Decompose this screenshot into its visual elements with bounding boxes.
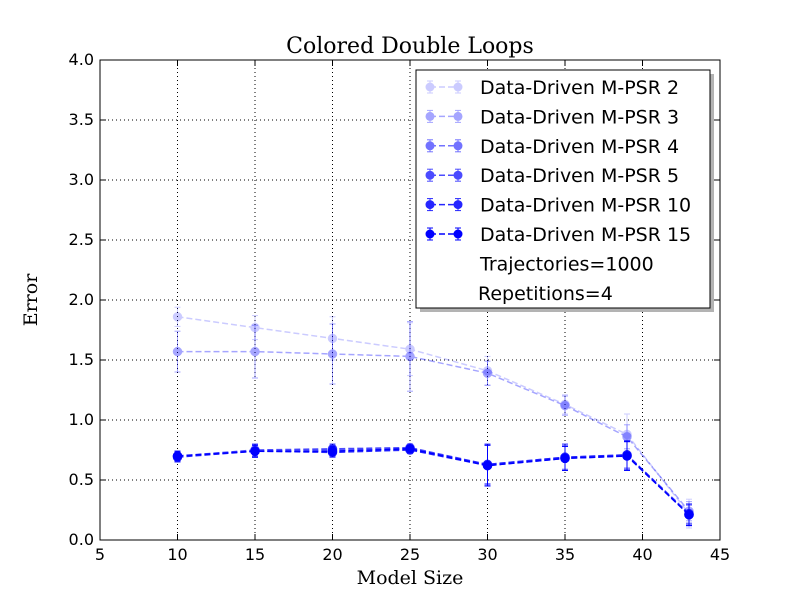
legend-marker xyxy=(425,168,463,182)
chart-title: Colored Double Loops xyxy=(286,34,534,59)
data-point xyxy=(684,510,694,520)
y-tick-label: 3.0 xyxy=(69,170,94,189)
data-point xyxy=(405,344,415,354)
data-point xyxy=(327,446,338,456)
x-tick-label: 45 xyxy=(710,545,730,564)
y-tick-label: 1.5 xyxy=(69,350,94,369)
series-line xyxy=(177,316,690,515)
legend-point xyxy=(453,82,463,92)
x-tick-label: 15 xyxy=(245,545,265,564)
series-1 xyxy=(172,306,694,529)
legend-point xyxy=(453,170,463,180)
legend-label: Data-Driven M-PSR 15 xyxy=(480,224,691,246)
series-line xyxy=(177,350,690,512)
x-tick-label: 10 xyxy=(167,545,187,564)
legend-point xyxy=(453,141,463,151)
data-point xyxy=(482,460,493,471)
data-point xyxy=(560,399,570,410)
data-point xyxy=(172,346,183,357)
data-point xyxy=(560,453,570,464)
legend-point xyxy=(425,229,435,239)
plot-area xyxy=(172,306,694,529)
legend-point xyxy=(453,111,463,121)
x-tick-label: 40 xyxy=(632,545,652,564)
legend-point xyxy=(425,200,435,210)
data-point xyxy=(482,368,493,378)
series-line xyxy=(177,446,690,515)
axis-ticks: 5 10 15 20 25 30 35 40 45 0.0 0.5 1.0 1.5 2.0 2.5 3.0 3.… xyxy=(69,50,731,564)
legend-label: Data-Driven M-PSR 5 xyxy=(480,165,679,187)
data-point xyxy=(622,451,632,461)
y-tick-label: 2.0 xyxy=(69,290,94,309)
x-tick-label: 35 xyxy=(555,545,575,564)
series-2 xyxy=(172,321,694,522)
data-point xyxy=(250,322,260,333)
series-line xyxy=(177,448,690,516)
legend-label: Data-Driven M-PSR 2 xyxy=(480,77,679,99)
legend-marker xyxy=(425,109,463,123)
y-tick-label: 2.5 xyxy=(69,230,94,249)
data-point xyxy=(405,444,415,454)
y-tick-label: 0.0 xyxy=(69,530,94,549)
data-point xyxy=(327,349,338,359)
y-tick-label: 3.5 xyxy=(69,110,94,129)
data-point xyxy=(250,346,260,357)
data-point xyxy=(327,333,338,344)
data-point xyxy=(250,446,260,456)
legend-point xyxy=(425,82,435,92)
legend-marker xyxy=(425,80,463,94)
y-tick-label: 4.0 xyxy=(69,50,94,69)
legend-marker xyxy=(425,139,463,153)
x-tick-label: 20 xyxy=(322,545,342,564)
x-tick-label: 30 xyxy=(477,545,497,564)
legend: Data-Driven M-PSR 2 Data-Driven M-PSR 3 Da… xyxy=(415,69,714,312)
legend-point xyxy=(453,229,463,239)
y-tick-label: 1.0 xyxy=(69,410,94,429)
data-point xyxy=(482,366,493,376)
data-point xyxy=(560,400,570,411)
legend-marker xyxy=(425,198,463,212)
legend-label: Data-Driven M-PSR 3 xyxy=(480,106,679,128)
legend-note: Repetitions=4 xyxy=(478,283,613,305)
legend-marker xyxy=(425,227,463,241)
x-axis-title: Model Size xyxy=(357,567,464,589)
y-tick-label: 0.5 xyxy=(69,470,94,489)
legend-point xyxy=(425,141,435,151)
data-point xyxy=(405,351,415,362)
legend-label: Data-Driven M-PSR 10 xyxy=(480,195,691,217)
legend-point xyxy=(425,170,435,180)
legend-box xyxy=(415,69,711,309)
legend-point xyxy=(453,200,463,210)
y-axis-title: Error xyxy=(20,273,42,326)
data-point xyxy=(172,451,183,461)
legend-point xyxy=(425,111,435,121)
x-tick-label: 5 xyxy=(95,545,105,564)
legend-note: Trajectories=1000 xyxy=(479,253,654,275)
legend-label: Data-Driven M-PSR 4 xyxy=(480,136,679,158)
data-point xyxy=(622,429,632,440)
series-6 xyxy=(172,441,694,527)
x-tick-label: 25 xyxy=(400,545,420,564)
data-point xyxy=(172,312,183,322)
